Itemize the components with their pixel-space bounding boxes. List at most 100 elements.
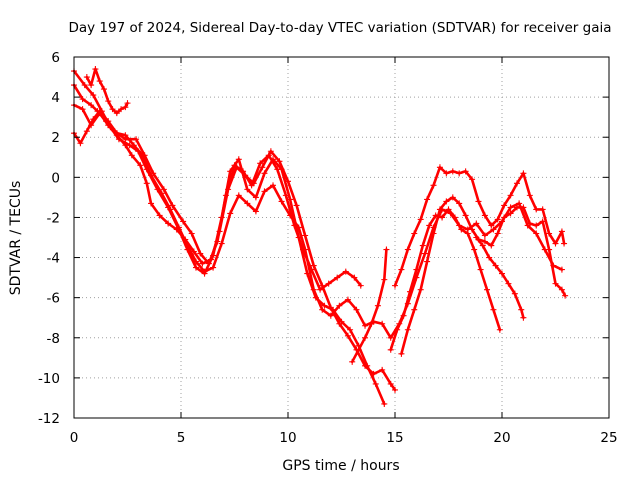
data-point: [235, 156, 242, 163]
series-s1: [71, 68, 388, 407]
data-point: [192, 264, 199, 271]
plot-area-border: [73, 56, 610, 419]
data-point: [88, 82, 95, 89]
data-point: [496, 326, 503, 333]
data-point: [520, 314, 527, 321]
data-point: [430, 230, 437, 237]
data-point: [404, 246, 411, 253]
data-point: [122, 142, 129, 149]
series-s5: [349, 246, 390, 365]
chart-title: Day 197 of 2024, Sidereal Day-to-day VTE…: [68, 20, 611, 36]
data-point: [113, 132, 120, 139]
data-point: [143, 180, 150, 187]
data-point: [244, 200, 251, 207]
series-s6: [392, 164, 568, 289]
data-point: [451, 214, 458, 221]
data-point: [109, 106, 116, 113]
data-point: [81, 82, 88, 89]
data-point: [336, 320, 343, 327]
data-point: [481, 232, 488, 239]
data-point: [374, 302, 381, 309]
x-tick-label: 20: [493, 430, 510, 446]
data-point: [351, 274, 358, 281]
x-tick-label: 25: [600, 430, 617, 446]
data-point: [430, 182, 437, 189]
y-tick-label: -6: [47, 291, 60, 307]
data-point: [533, 206, 540, 213]
data-point: [182, 236, 189, 243]
data-point: [552, 240, 559, 247]
data-point: [295, 224, 302, 231]
y-axis-label: SDTVAR / TECUs: [8, 181, 24, 296]
data-point: [355, 346, 362, 353]
data-point: [325, 280, 332, 287]
data-point: [445, 206, 452, 213]
data-point: [180, 218, 187, 225]
data-point: [490, 226, 497, 233]
data-point: [394, 326, 401, 333]
data-point: [507, 192, 514, 199]
data-point: [310, 286, 317, 293]
data-point: [406, 288, 413, 295]
data-point: [404, 326, 411, 333]
data-point: [400, 312, 407, 319]
y-tick-label: -8: [47, 331, 60, 347]
data-point: [484, 286, 491, 293]
x-tick-label: 0: [70, 430, 79, 446]
data-point: [558, 266, 565, 273]
data-point: [526, 192, 533, 199]
data-point: [282, 192, 289, 199]
data-point: [317, 286, 324, 293]
data-point: [128, 152, 135, 159]
y-tick-label: -10: [38, 371, 60, 387]
data-point: [334, 274, 341, 281]
data-point: [252, 208, 259, 215]
data-point: [302, 246, 309, 253]
data-point: [561, 240, 568, 247]
data-point: [287, 212, 294, 219]
data-point: [417, 216, 424, 223]
data-point: [156, 212, 163, 219]
data-point: [526, 220, 533, 227]
data-point: [342, 268, 349, 275]
data-point: [464, 230, 471, 237]
data-point: [507, 204, 514, 211]
series-line: [389, 208, 502, 352]
series-line: [72, 103, 397, 392]
data-point: [475, 198, 482, 205]
data-point: [250, 180, 257, 187]
data-point: [558, 286, 565, 293]
data-point: [490, 306, 497, 313]
data-point: [426, 222, 433, 229]
data-point: [533, 222, 540, 229]
data-point: [344, 332, 351, 339]
data-point: [381, 400, 388, 407]
data-point: [469, 176, 476, 183]
y-tick-label: 2: [51, 130, 60, 146]
data-point: [381, 276, 388, 283]
data-point: [372, 380, 379, 387]
data-point: [511, 290, 518, 297]
data-point: [347, 326, 354, 333]
data-point: [349, 358, 356, 365]
data-point: [488, 222, 495, 229]
data-point: [379, 366, 386, 373]
data-point: [539, 206, 546, 213]
data-point: [113, 110, 120, 117]
data-point: [546, 246, 553, 253]
y-tick-label: 0: [51, 170, 60, 186]
series-s3: [71, 108, 565, 341]
data-point: [473, 220, 480, 227]
data-point: [218, 240, 225, 247]
data-point: [387, 380, 394, 387]
data-point: [278, 198, 285, 205]
axis-ticks: 0 5 10 15 20 25 -12 -10 -8 -6 -4 -2 0 2 4 6: [38, 50, 618, 446]
data-point: [319, 282, 326, 289]
data-point: [122, 104, 129, 111]
data-point: [501, 202, 508, 209]
data-point: [261, 188, 268, 195]
data-point: [160, 186, 167, 193]
data-point: [546, 230, 553, 237]
data-point: [520, 170, 527, 177]
